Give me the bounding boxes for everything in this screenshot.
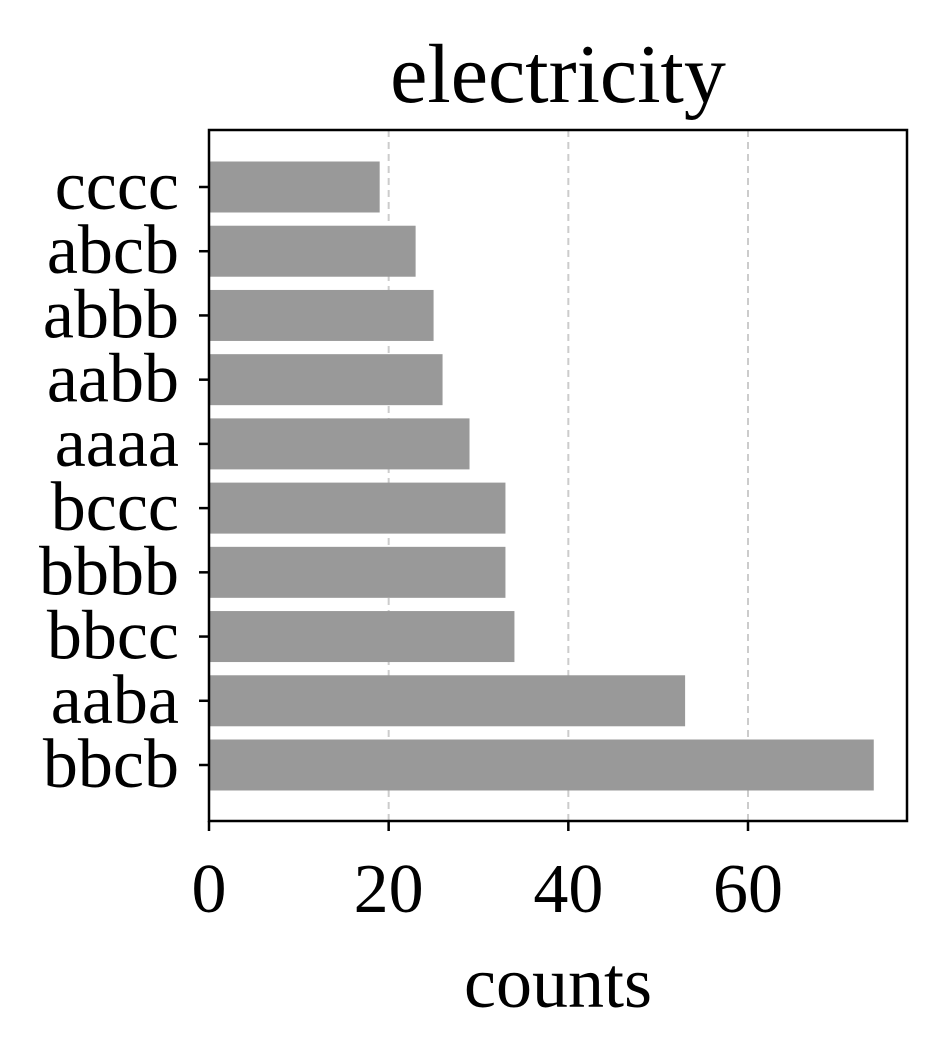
y-tick-label-aabb: aabb [47, 341, 179, 418]
x-tick-label-40: 40 [533, 851, 603, 928]
bar-aaaa [209, 418, 470, 470]
x-tick-label-20: 20 [354, 851, 424, 928]
bar-bccc [209, 482, 506, 534]
y-tick-label-abbb: abbb [43, 276, 179, 353]
bar-abcb [209, 225, 416, 277]
x-tick-label-60: 60 [713, 851, 783, 928]
x-axis: 0 20 40 60 [192, 821, 783, 928]
bar-bbcb [209, 739, 874, 791]
bar-abbb [209, 289, 434, 341]
bar-aabb [209, 354, 443, 406]
bar-bbbb [209, 546, 506, 598]
y-tick-label-bbcb: bbcb [43, 726, 179, 803]
x-tick-label-0: 0 [192, 851, 227, 928]
bars [209, 161, 874, 791]
plot-frame [207, 128, 909, 823]
bar-bbcc [209, 611, 515, 663]
y-tick-label-aaba: aaba [51, 662, 179, 739]
chart-title: electricity [390, 28, 726, 121]
y-tick-label-bbcc: bbcc [47, 598, 179, 675]
y-tick-label-abcb: abcb [47, 212, 179, 289]
bar-cccc [209, 161, 380, 213]
x-axis-label: counts [464, 943, 652, 1023]
bar-aaba [209, 675, 686, 727]
y-tick-label-aaaa: aaaa [55, 405, 179, 482]
y-tick-label-bccc: bccc [51, 469, 179, 546]
y-tick-label-cccc: cccc [55, 148, 179, 225]
y-tick-label-bbbb: bbbb [39, 533, 179, 610]
